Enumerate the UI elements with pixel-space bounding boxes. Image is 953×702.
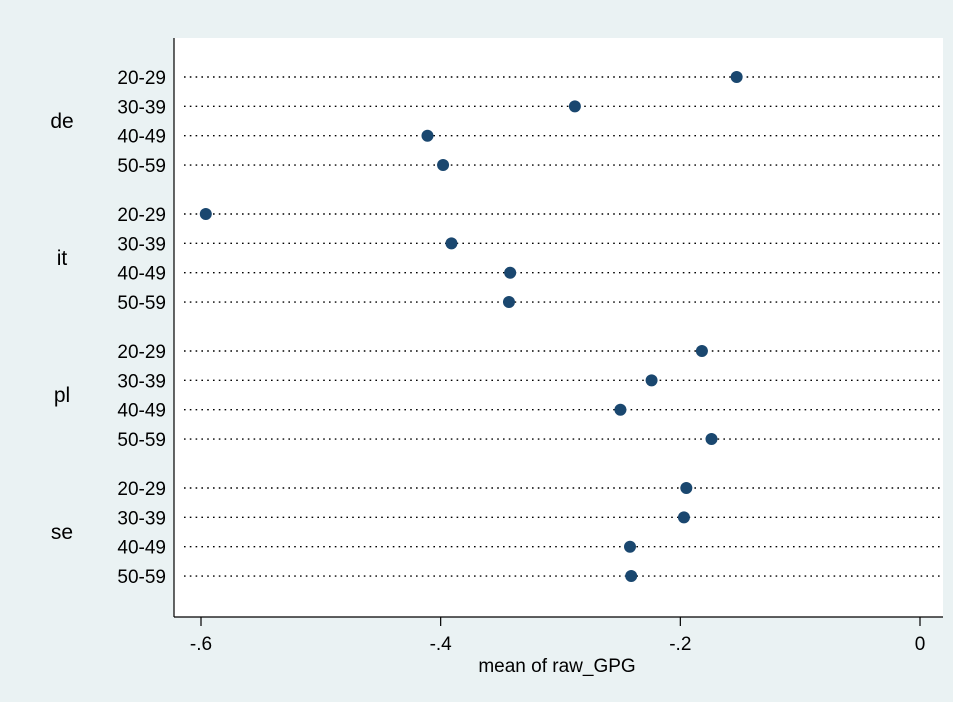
group-label-de: de xyxy=(50,110,73,133)
axes xyxy=(173,38,943,626)
data-point-de-20-29 xyxy=(730,71,743,83)
data-point-se-50-59 xyxy=(625,570,638,583)
row-label-it-40-49: 40-49 xyxy=(117,264,166,285)
group-label-it: it xyxy=(57,247,68,270)
row-label-pl-30-39: 30-39 xyxy=(117,371,166,392)
data-point-de-50-59 xyxy=(437,159,450,172)
row-label-it-50-59: 50-59 xyxy=(117,293,166,314)
row-label-de-40-49: 40-49 xyxy=(117,127,166,148)
row-label-de-20-29: 20-29 xyxy=(117,68,166,89)
data-point-pl-40-49 xyxy=(614,403,627,416)
row-label-se-30-39: 30-39 xyxy=(117,508,166,529)
row-label-de-50-59: 50-59 xyxy=(117,156,166,177)
row-label-de-30-39: 30-39 xyxy=(117,97,166,118)
data-point-pl-20-29 xyxy=(695,345,708,357)
data-point-pl-30-39 xyxy=(645,374,658,387)
data-point-it-30-39 xyxy=(445,237,458,250)
plot-area xyxy=(174,38,943,617)
group-labels: de it pl se xyxy=(50,110,73,544)
data-point-it-50-59 xyxy=(502,296,515,309)
row-label-se-20-29: 20-29 xyxy=(117,479,166,500)
row-label-pl-50-59: 50-59 xyxy=(117,430,166,451)
row-label-it-20-29: 20-29 xyxy=(117,205,166,226)
data-point-it-20-29 xyxy=(199,208,212,220)
grid-lines xyxy=(184,76,943,577)
data-point-de-30-39 xyxy=(568,100,581,113)
row-label-se-40-49: 40-49 xyxy=(117,538,166,559)
row-label-it-30-39: 30-39 xyxy=(117,234,166,255)
x-axis-title: mean of raw_GPG xyxy=(478,656,635,677)
data-point-se-20-29 xyxy=(680,482,693,494)
row-label-pl-40-49: 40-49 xyxy=(117,401,166,422)
data-markers xyxy=(199,71,743,583)
row-label-se-50-59: 50-59 xyxy=(117,567,166,588)
row-label-pl-20-29: 20-29 xyxy=(117,342,166,363)
data-point-se-30-39 xyxy=(677,511,690,524)
x-tick-label-1: -.4 xyxy=(430,634,453,655)
x-tick-labels: -.6 -.4 -.2 0 xyxy=(190,634,925,655)
data-point-it-40-49 xyxy=(504,266,517,279)
group-label-se: se xyxy=(51,521,73,544)
x-tick-label-2: -.2 xyxy=(669,634,691,655)
data-point-pl-50-59 xyxy=(705,433,718,446)
row-labels: 20-29 30-39 40-49 50-59 20-29 30-39 40-49 50-59… xyxy=(117,68,166,588)
group-label-pl: pl xyxy=(54,384,70,407)
data-point-se-40-49 xyxy=(624,540,637,553)
x-tick-label-0: -.6 xyxy=(190,634,212,655)
data-point-de-40-49 xyxy=(421,129,434,142)
x-tick-label-3: 0 xyxy=(915,634,926,655)
